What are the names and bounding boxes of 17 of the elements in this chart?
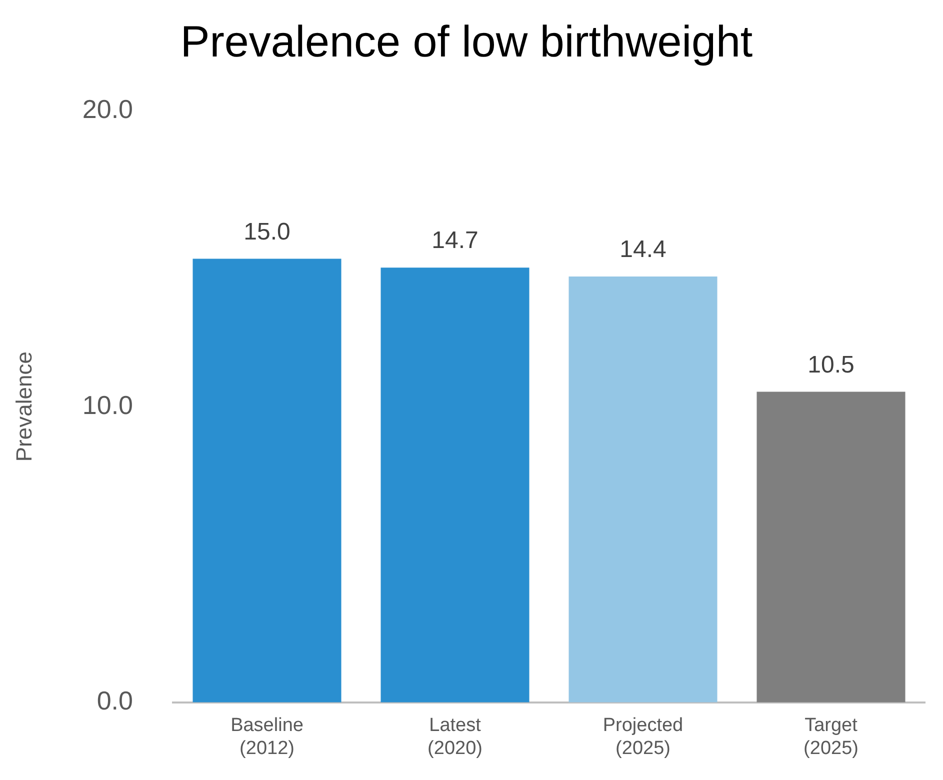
x-tick-label: Target (2025) xyxy=(804,715,858,759)
bar xyxy=(380,268,530,702)
y-tick-label: 20.0 xyxy=(82,94,134,124)
x-tick-label: Projected (2025) xyxy=(602,715,684,759)
data-label: 14.7 xyxy=(432,227,478,254)
y-tick-label: 0.0 xyxy=(96,686,134,716)
bar xyxy=(192,258,342,702)
y-axis-title: Prevalence xyxy=(11,352,36,462)
x-tick-label: Latest (2020) xyxy=(428,715,482,759)
data-label: 14.4 xyxy=(620,236,666,264)
bar xyxy=(568,276,718,702)
y-tick-label: 10.0 xyxy=(82,390,134,420)
data-label: 10.5 xyxy=(808,351,854,378)
x-tick-label: Baseline (2012) xyxy=(230,715,304,759)
bar xyxy=(756,392,906,702)
data-label: 15.0 xyxy=(244,218,290,246)
chart-title: Prevalence of low birthweight xyxy=(180,18,753,67)
